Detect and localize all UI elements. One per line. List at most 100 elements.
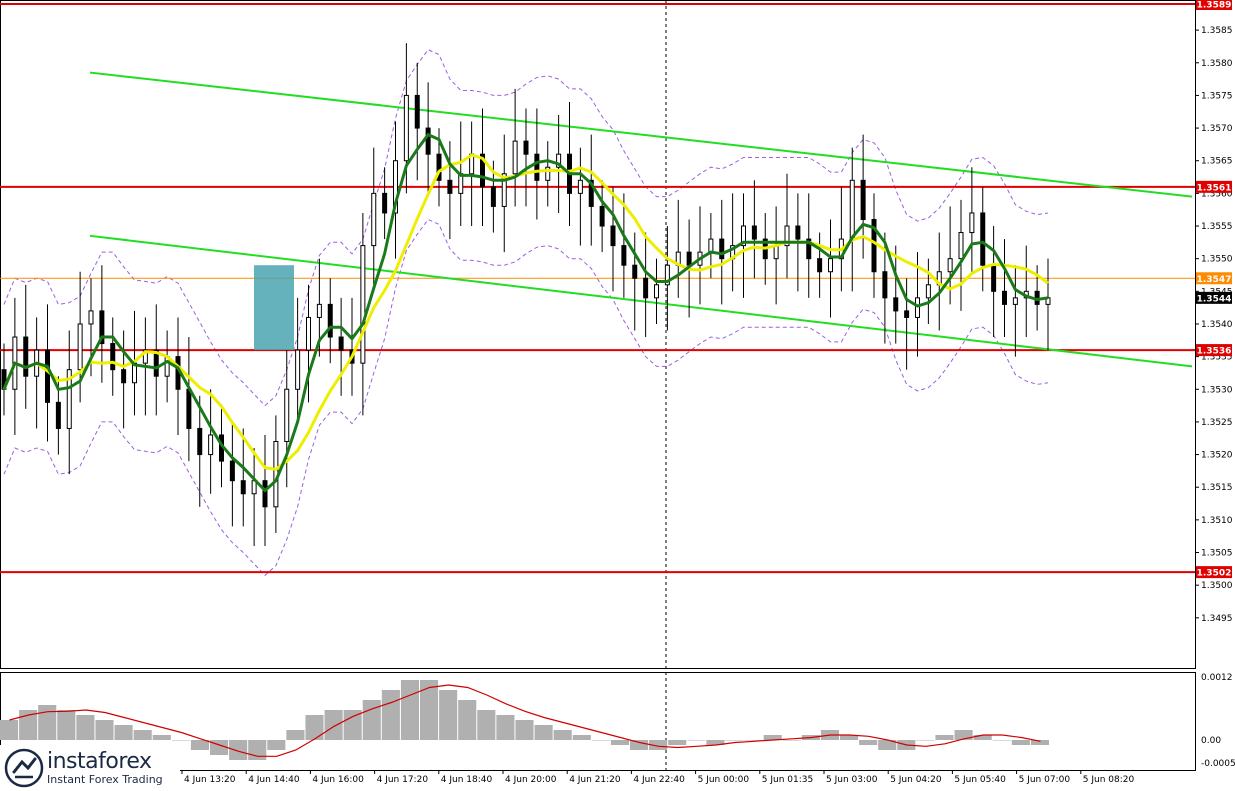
bid-price-label: 1.3544	[1197, 294, 1232, 304]
envelope-bands	[3, 49, 1049, 577]
candle-body	[991, 264, 997, 292]
macd-axis-label: -0.00051	[1201, 759, 1235, 769]
candle-body	[773, 245, 779, 260]
candle-body	[490, 186, 496, 207]
level-tag	[1196, 566, 1232, 579]
candle-body	[240, 480, 246, 495]
candle-body	[66, 369, 72, 429]
macd-bar	[133, 730, 152, 740]
candle-body	[425, 127, 431, 155]
current-price-tag	[1196, 272, 1232, 285]
price-tick-label: 1.3575	[1201, 91, 1233, 101]
macd-bar	[630, 740, 649, 750]
candle-body	[55, 401, 61, 429]
macd-axis-label: 0.00	[1201, 736, 1221, 746]
price-tick-label: 1.3535	[1201, 353, 1233, 363]
candle-body	[197, 427, 203, 456]
macd-bar	[267, 740, 286, 750]
level-tag	[1196, 0, 1232, 10]
candle-body	[295, 349, 301, 390]
candle-body	[393, 160, 398, 214]
candle-body	[501, 173, 507, 207]
macd-bar	[152, 735, 171, 740]
macd-bar	[935, 735, 954, 740]
candle-body	[719, 238, 725, 260]
macd-bar	[859, 740, 878, 745]
price-tick-label: 1.3505	[1201, 549, 1233, 559]
candle-body	[893, 297, 899, 312]
time-tick-label: 4 Jun 21:20	[569, 775, 621, 785]
candle-body	[980, 212, 986, 266]
brand-tagline: Instant Forex Trading	[47, 772, 163, 786]
candle-body	[828, 258, 833, 273]
macd-bar	[420, 680, 439, 740]
candle-body	[784, 225, 790, 247]
macd-bar	[229, 740, 248, 760]
time-tick-label: 5 Jun 08:20	[1083, 775, 1135, 785]
candle-body	[327, 303, 333, 338]
instaforex-logo-icon	[4, 748, 44, 788]
brand-name: instaforex	[47, 748, 152, 774]
macd-bar	[572, 735, 591, 740]
macd-bar	[916, 740, 935, 741]
candle-body	[99, 310, 105, 345]
candle-body	[403, 94, 409, 162]
time-tick-label: 5 Jun 04:20	[890, 775, 942, 785]
time-tick-label: 4 Jun 17:20	[377, 775, 429, 785]
candle-body	[480, 153, 485, 188]
macd-bar	[400, 680, 419, 740]
time-tick-label: 4 Jun 13:20	[184, 775, 236, 785]
envelope-upper	[3, 49, 1049, 407]
macd-bar	[343, 710, 362, 740]
candle-body	[904, 310, 910, 318]
candle-body	[208, 434, 214, 456]
price-tick-label: 1.3520	[1201, 451, 1233, 461]
candle-body	[262, 480, 268, 508]
candle-body	[229, 460, 235, 482]
candle-body	[306, 316, 311, 351]
signal-zone	[254, 265, 294, 351]
candle-body	[1002, 290, 1007, 305]
price-tags: 1.3589 1.3561 1.3536 1.3502 1.3547 1.3544	[1196, 0, 1232, 579]
time-tick-label: 4 Jun 18:40	[441, 775, 493, 785]
macd-bar	[324, 710, 343, 740]
level-tag-label: 1.3536	[1197, 347, 1232, 357]
macd-bar	[649, 740, 668, 750]
macd-bar	[286, 730, 305, 740]
time-tick-label: 5 Jun 01:35	[762, 775, 813, 785]
candle-body	[817, 258, 823, 273]
macd-bar	[95, 720, 114, 740]
macd-bar	[76, 715, 95, 740]
trend-channel	[89, 71, 1193, 368]
candle-body	[806, 238, 812, 260]
macd-bar	[439, 690, 458, 740]
price-tick-label: 1.3570	[1201, 124, 1233, 134]
candle-body	[436, 153, 442, 181]
candle-body	[621, 245, 627, 266]
macd-bar	[591, 740, 610, 741]
candle-body	[686, 251, 692, 266]
macd-bar	[840, 735, 859, 740]
price-tick-label: 1.3510	[1201, 516, 1233, 526]
main-frame	[0, 0, 1196, 669]
macd-bar	[725, 740, 744, 741]
level-tag-label: 1.3589	[1197, 1, 1232, 11]
macd-bar	[973, 735, 992, 740]
moving-averages	[2, 132, 1049, 493]
candle-body	[45, 349, 50, 403]
candle-body	[77, 323, 83, 371]
macd-bar	[553, 730, 572, 740]
candle-body	[588, 179, 594, 207]
time-tick-label: 4 Jun 20:00	[505, 775, 557, 785]
candle-body	[142, 349, 148, 364]
candle-body	[643, 277, 649, 299]
candle-body	[186, 388, 192, 429]
macd-bar	[248, 740, 267, 760]
candle-body	[925, 284, 931, 299]
bid-price-tag	[1196, 291, 1232, 304]
time-tick-label: 4 Jun 14:40	[248, 775, 300, 785]
candle-body	[871, 218, 877, 273]
candlesticks	[1, 43, 1051, 546]
level-tag-label: 1.3502	[1197, 569, 1232, 579]
